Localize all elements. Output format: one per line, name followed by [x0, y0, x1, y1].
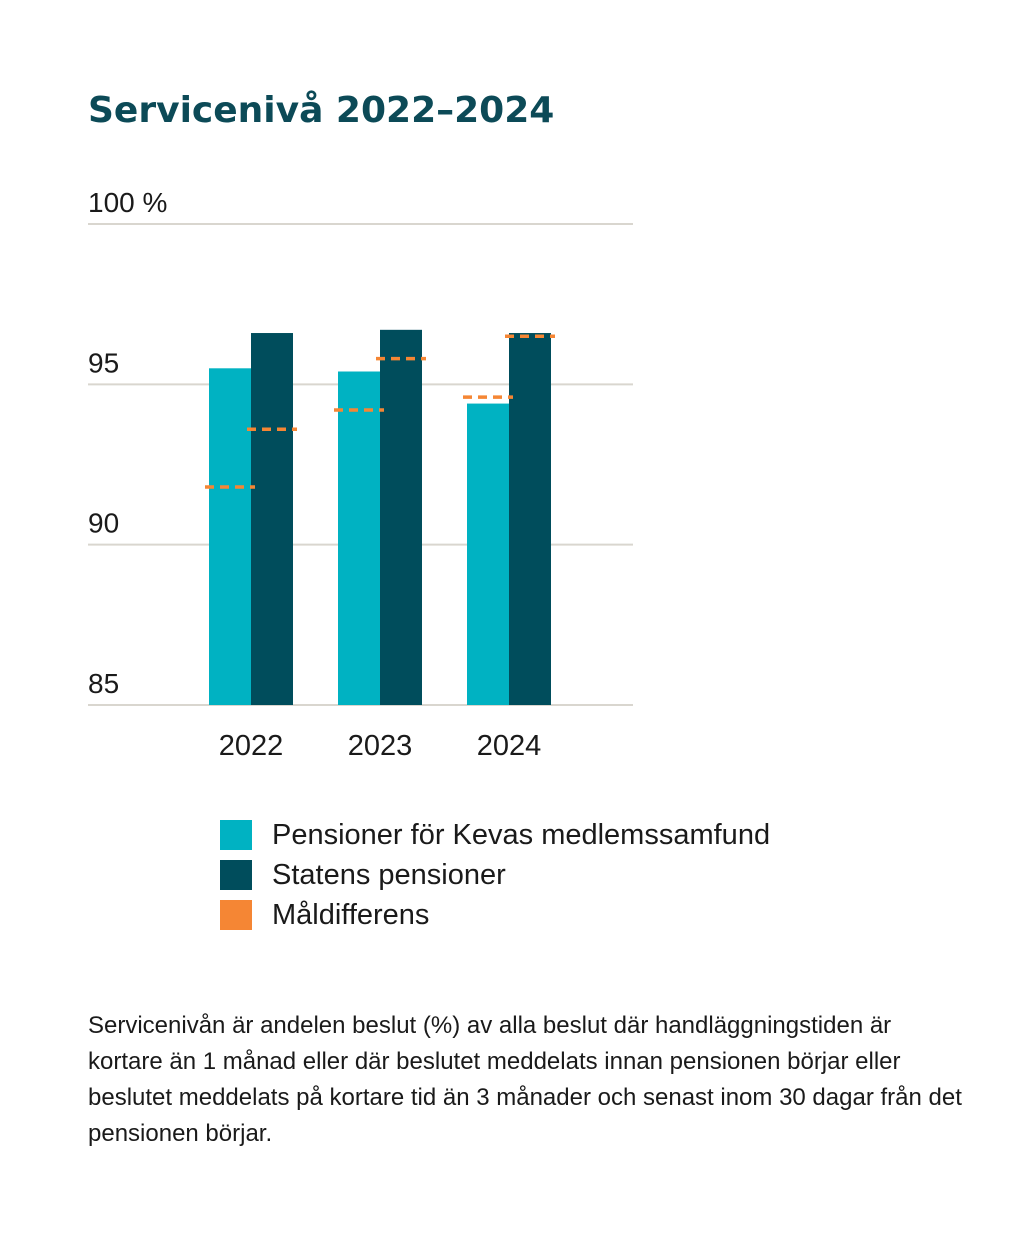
chart-title: Servicenivå 2022–2024 — [88, 90, 555, 131]
legend-item-kevas: Pensioner för Kevas medlemssamfund — [220, 815, 770, 855]
legend-item-maldifferens: Måldifferens — [220, 895, 770, 935]
legend-swatch-statens — [220, 860, 252, 890]
y-tick-label: 90 — [88, 508, 119, 539]
legend-swatch-maldifferens — [220, 900, 252, 930]
bar-2022-kevas — [209, 368, 251, 705]
legend-label-kevas: Pensioner för Kevas medlemssamfund — [272, 818, 771, 851]
x-axis-ticks: 2022 2023 2024 — [219, 730, 542, 762]
x-tick-label: 2023 — [348, 730, 413, 762]
y-tick-label: 85 — [88, 668, 119, 699]
x-tick-label: 2024 — [477, 730, 542, 762]
bar-2024-kevas — [467, 403, 509, 705]
chart-legend: Pensioner för Kevas medlemssamfund State… — [220, 815, 770, 935]
legend-item-statens: Statens pensioner — [220, 855, 770, 895]
bars — [209, 329, 551, 705]
x-tick-label: 2022 — [219, 730, 284, 762]
legend-label-statens: Statens pensioner — [272, 858, 506, 891]
y-tick-label: 95 — [88, 347, 119, 378]
bar-2023-kevas — [338, 371, 380, 705]
legend-label-maldifferens: Måldifferens — [272, 898, 430, 931]
y-axis-ticks: 85 90 95 100 % — [88, 187, 167, 699]
y-tick-label: 100 % — [88, 187, 167, 218]
target-lines — [205, 334, 555, 489]
bar-2024-statens — [509, 333, 551, 705]
legend-swatch-kevas — [220, 820, 252, 850]
bar-2022-statens — [251, 333, 293, 705]
bar-2023-statens — [380, 329, 422, 705]
bar-chart: 85 90 95 100 % 2022 2023 2024 — [88, 187, 633, 762]
footnote: Servicenivån är andelen beslut (%) av al… — [88, 1012, 962, 1147]
